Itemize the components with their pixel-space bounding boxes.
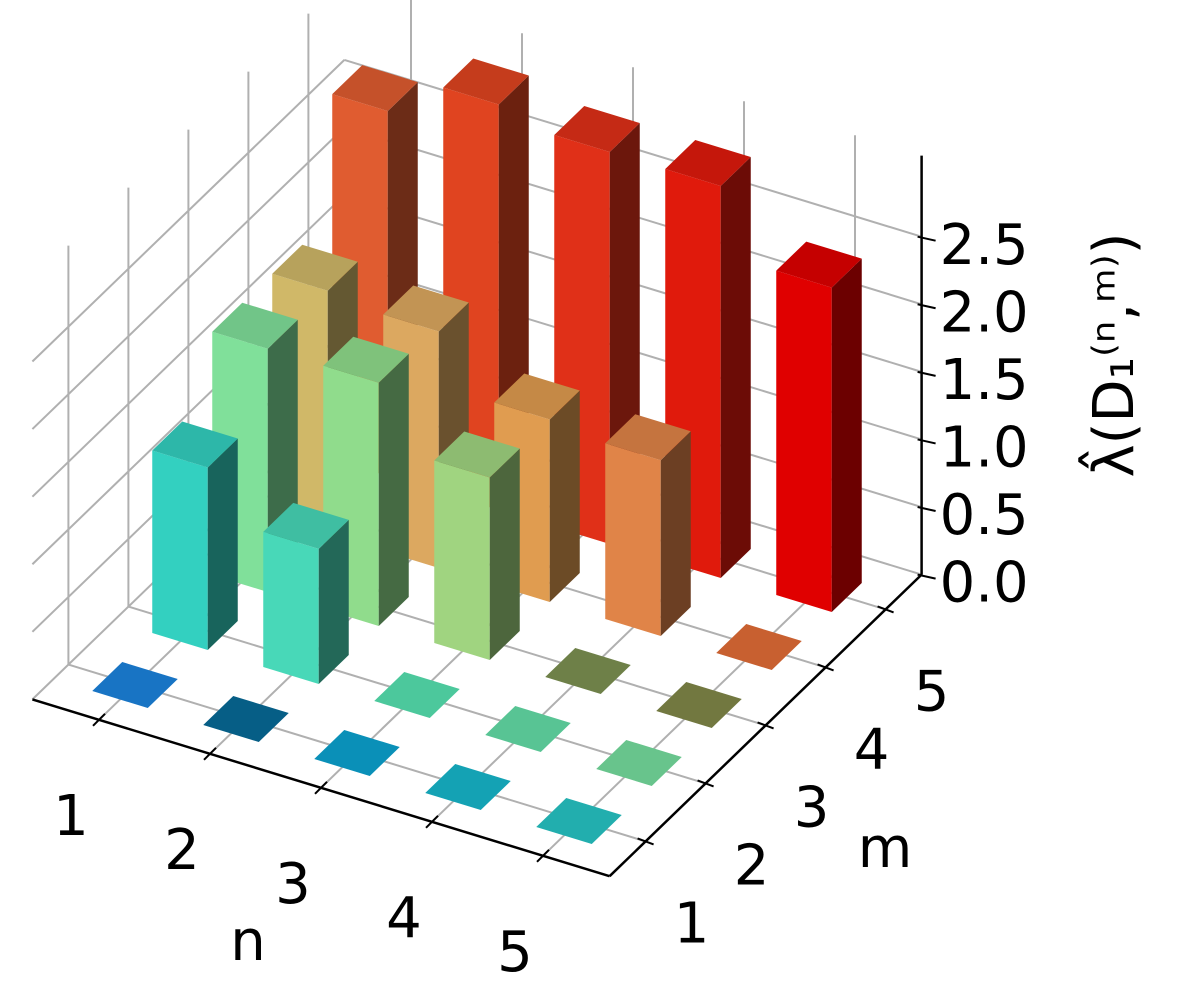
y-axis-label: m [858,816,913,881]
z-tick [917,573,936,580]
bar-flat [545,648,631,694]
bar-side [489,448,520,660]
x-tick [425,815,439,829]
bar-flat [425,764,511,810]
grid-line [31,59,346,363]
bar-side [831,258,862,612]
z-tick-label: 2.5 [940,213,1029,278]
bar-top [554,106,640,153]
bar-flat [485,706,571,752]
x-axis-label: n [230,909,266,974]
bar-flat [716,624,802,670]
y-tick-label: 4 [854,718,890,783]
y-tick-label: 1 [674,892,710,957]
bar-top [332,65,418,112]
bar-top [443,58,529,105]
bar-flat [314,730,400,776]
bar-flat [92,662,178,708]
bar-side [720,157,751,578]
y-tick-label: 5 [914,660,950,725]
bar-top [212,302,298,349]
bar-top [383,285,469,332]
y-tick [817,663,834,672]
z-axis-label: λ̂(D₁⁽ⁿ,ᵐ⁾) [1079,233,1147,478]
bar-flat [536,798,622,844]
bar-side [318,519,349,684]
bar-flat [203,696,289,742]
x-tick-label: 5 [497,920,533,985]
z-tick-label: 2.0 [940,280,1029,345]
z-tick-label: 1.5 [940,348,1029,413]
bar-top [605,414,691,461]
z-tick [917,506,936,512]
bar-front [152,450,208,650]
y-tick-label: 2 [734,834,770,899]
y-tick [697,779,714,788]
z-tick-label: 1.0 [940,416,1029,481]
bar-side [378,353,409,626]
z-tick [917,370,936,377]
bar-top [494,373,580,420]
z-tick-label: 0.5 [940,483,1029,548]
z-tick [917,235,936,242]
y-tick [637,837,654,846]
bar-flat [656,682,742,728]
bar-top [263,502,349,549]
grid-line [31,194,346,498]
x-tick [203,747,217,761]
x-tick-label: 2 [164,818,200,883]
z-tick-label: 0.0 [940,551,1029,616]
bar-front [776,270,832,612]
bar-top [323,336,409,383]
bar-side [660,431,691,636]
bar-side [207,438,238,650]
x-tick [92,713,106,727]
x-tick [536,849,550,863]
bar-flat [374,672,460,718]
bar-front [434,460,490,660]
bar-top [665,140,751,187]
bar-top [776,241,862,288]
bar-top [434,431,520,478]
x-tick [314,781,328,795]
y-tick [877,605,894,614]
bar-side [549,390,580,602]
bar-top [272,244,358,291]
z-tick [917,438,936,445]
bar-front [605,443,661,636]
y-tick [757,721,774,730]
x-tick-label: 4 [386,886,422,951]
y-tick-label: 3 [794,776,830,841]
x-tick-label: 1 [53,784,89,849]
bar-top [152,421,238,468]
grid-line [31,126,346,430]
x-tick-label: 3 [275,852,311,917]
bar-front [263,531,319,684]
bar-flat [596,740,682,786]
z-tick [917,303,936,310]
